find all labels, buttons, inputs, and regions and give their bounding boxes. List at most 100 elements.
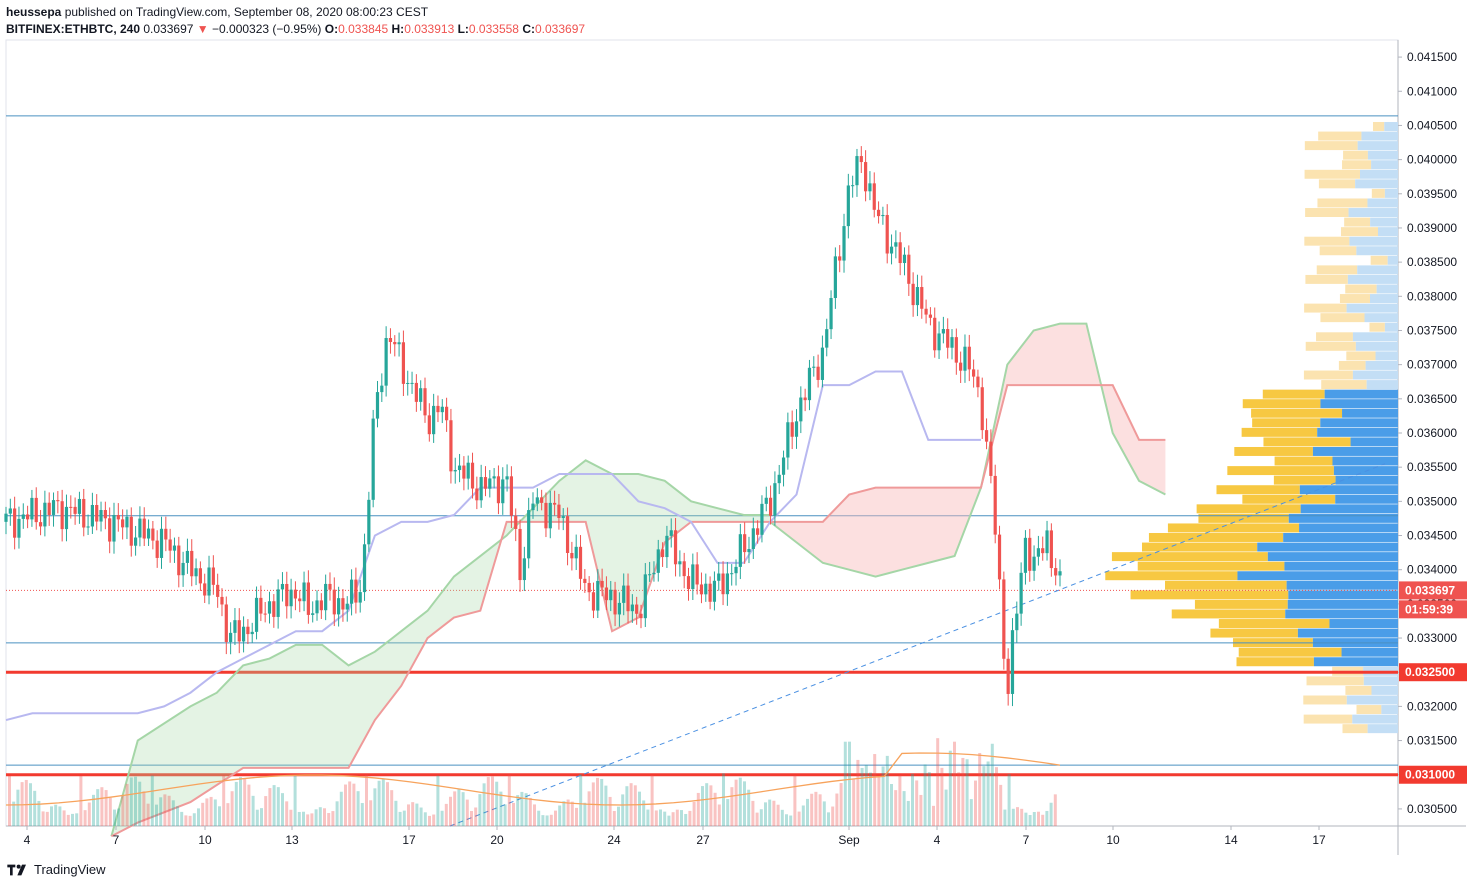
candle-body[interactable] bbox=[496, 476, 501, 504]
candle-body[interactable] bbox=[864, 162, 868, 192]
candle-body[interactable] bbox=[768, 497, 773, 516]
candle-body[interactable] bbox=[4, 513, 8, 522]
candle-body[interactable] bbox=[928, 314, 933, 318]
candle-body[interactable] bbox=[660, 549, 665, 558]
candle-body[interactable] bbox=[436, 405, 440, 413]
candle-body[interactable] bbox=[682, 561, 686, 577]
candle-body[interactable] bbox=[630, 604, 634, 612]
candle-body[interactable] bbox=[639, 613, 643, 619]
candle-body[interactable] bbox=[246, 626, 250, 635]
candle-body[interactable] bbox=[306, 582, 310, 615]
candle-body[interactable] bbox=[699, 584, 704, 595]
candle-body[interactable] bbox=[591, 592, 596, 611]
candle-body[interactable] bbox=[617, 602, 621, 615]
candle-body[interactable] bbox=[626, 585, 630, 612]
candle-body[interactable] bbox=[298, 598, 302, 602]
candle-body[interactable] bbox=[345, 603, 349, 610]
candle-body[interactable] bbox=[1023, 537, 1028, 573]
candle-body[interactable] bbox=[393, 342, 397, 345]
candle-body[interactable] bbox=[652, 572, 656, 575]
candle-body[interactable] bbox=[1054, 568, 1058, 576]
candle-body[interactable] bbox=[64, 506, 69, 530]
candle-body[interactable] bbox=[168, 539, 172, 551]
candle-body[interactable] bbox=[604, 587, 609, 601]
candle-body[interactable] bbox=[121, 519, 125, 528]
candle-body[interactable] bbox=[570, 552, 574, 559]
candle-body[interactable] bbox=[902, 254, 907, 264]
candle-body[interactable] bbox=[764, 497, 768, 504]
candle-body[interactable] bbox=[596, 580, 600, 611]
candle-body[interactable] bbox=[972, 369, 976, 377]
candle-body[interactable] bbox=[712, 580, 717, 602]
candle-body[interactable] bbox=[846, 185, 850, 227]
candle-body[interactable] bbox=[159, 528, 164, 558]
candle-body[interactable] bbox=[669, 530, 673, 536]
candle-body[interactable] bbox=[777, 474, 781, 484]
candle-body[interactable] bbox=[129, 516, 133, 546]
candle-body[interactable] bbox=[177, 545, 181, 576]
candle-body[interactable] bbox=[946, 329, 950, 348]
candle-body[interactable] bbox=[678, 561, 682, 565]
candle-body[interactable] bbox=[1015, 613, 1019, 631]
candle-body[interactable] bbox=[514, 515, 518, 529]
candle-body[interactable] bbox=[324, 583, 328, 611]
candle-body[interactable] bbox=[8, 508, 12, 514]
candle-body[interactable] bbox=[224, 604, 228, 642]
candle-body[interactable] bbox=[734, 566, 738, 574]
candle-body[interactable] bbox=[194, 568, 198, 577]
candle-body[interactable] bbox=[622, 585, 626, 603]
candle-body[interactable] bbox=[479, 477, 483, 501]
candle-body[interactable] bbox=[708, 583, 712, 602]
candle-body[interactable] bbox=[868, 183, 872, 192]
candle-body[interactable] bbox=[362, 544, 367, 593]
candle-body[interactable] bbox=[367, 499, 371, 545]
candle-body[interactable] bbox=[803, 397, 807, 401]
candle-body[interactable] bbox=[859, 156, 863, 163]
candle-body[interactable] bbox=[51, 500, 56, 515]
candle-body[interactable] bbox=[751, 528, 755, 550]
candle-body[interactable] bbox=[665, 535, 669, 558]
candle-body[interactable] bbox=[457, 465, 462, 471]
candle-body[interactable] bbox=[151, 528, 155, 541]
candle-body[interactable] bbox=[820, 347, 825, 380]
candle-body[interactable] bbox=[635, 604, 639, 614]
candle-body[interactable] bbox=[319, 600, 323, 611]
candle-body[interactable] bbox=[384, 338, 388, 386]
candle-body[interactable] bbox=[894, 242, 898, 247]
candle-body[interactable] bbox=[540, 497, 544, 503]
candle-body[interactable] bbox=[833, 256, 837, 299]
candle-body[interactable] bbox=[263, 613, 267, 615]
candle-body[interactable] bbox=[440, 406, 444, 413]
candle-body[interactable] bbox=[855, 156, 859, 186]
candle-body[interactable] bbox=[1036, 548, 1041, 557]
author-name[interactable]: heussepa bbox=[6, 5, 62, 19]
candle-body[interactable] bbox=[267, 601, 272, 614]
candle-body[interactable] bbox=[475, 488, 479, 501]
candle-body[interactable] bbox=[341, 598, 345, 610]
candle-body[interactable] bbox=[721, 573, 725, 595]
candle-body[interactable] bbox=[492, 476, 496, 479]
candle-body[interactable] bbox=[82, 498, 86, 528]
candle-body[interactable] bbox=[980, 387, 984, 431]
candle-body[interactable] bbox=[872, 183, 876, 210]
candle-body[interactable] bbox=[807, 367, 812, 401]
candle-body[interactable] bbox=[280, 583, 285, 590]
candle-body[interactable] bbox=[164, 528, 168, 540]
candle-body[interactable] bbox=[838, 256, 842, 261]
candle-body[interactable] bbox=[285, 583, 289, 607]
candle-body[interactable] bbox=[254, 597, 259, 632]
candle-body[interactable] bbox=[691, 564, 695, 590]
candle-body[interactable] bbox=[449, 420, 453, 472]
candle-body[interactable] bbox=[600, 580, 604, 588]
candle-body[interactable] bbox=[609, 589, 613, 601]
candle-body[interactable] bbox=[388, 338, 393, 343]
candle-body[interactable] bbox=[1002, 579, 1006, 659]
candle-body[interactable] bbox=[423, 388, 427, 416]
candle-body[interactable] bbox=[1006, 658, 1010, 694]
candle-body[interactable] bbox=[730, 573, 734, 575]
candle-body[interactable] bbox=[933, 317, 937, 351]
candle-body[interactable] bbox=[907, 254, 911, 284]
candle-body[interactable] bbox=[587, 582, 591, 593]
candle-body[interactable] bbox=[535, 497, 539, 504]
